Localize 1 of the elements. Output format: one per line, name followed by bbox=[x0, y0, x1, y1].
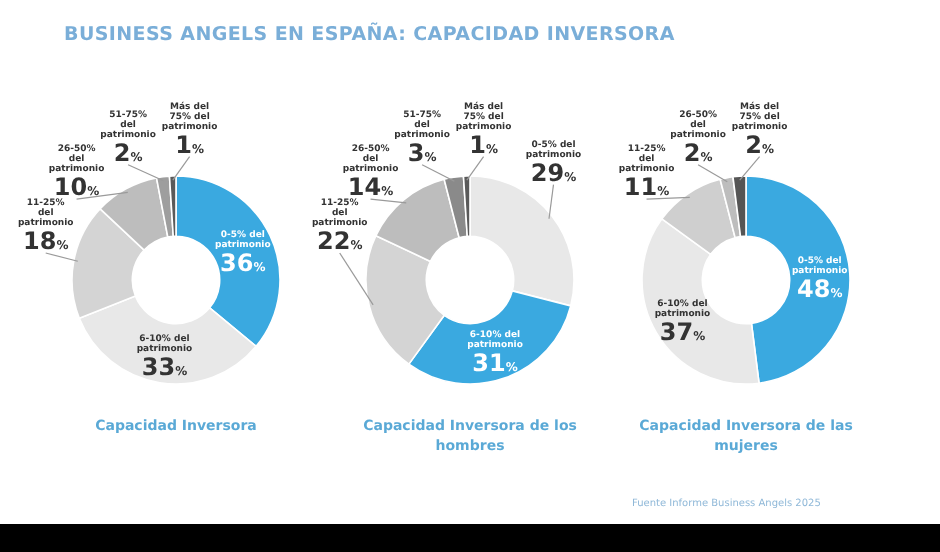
text: BUSINESS ANGELS EN ESPAÑA: CAPACIDAD INVERSORA bbox=[64, 24, 675, 46]
